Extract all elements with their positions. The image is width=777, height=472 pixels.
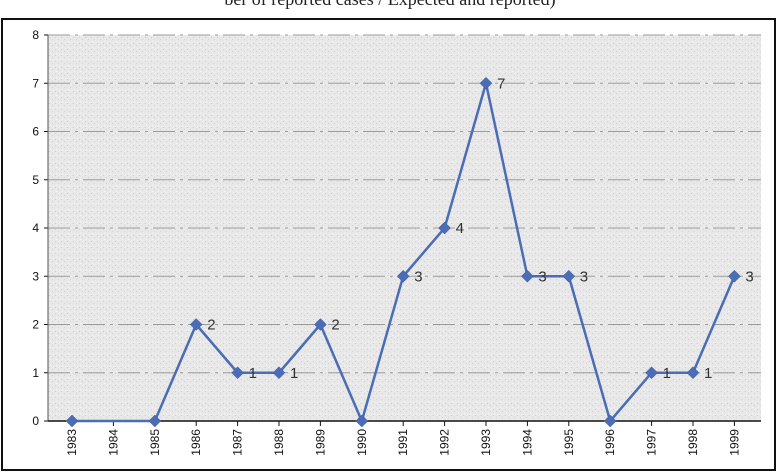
gridlines [48,34,761,374]
data-label: 3 [414,268,422,285]
data-label: 4 [456,220,464,237]
x-tick-label: 1993 [479,429,493,456]
data-label: 3 [745,268,753,285]
x-tick-label: 1995 [562,429,576,456]
data-point-marker [314,318,327,331]
x-tick-label: 1999 [727,429,741,456]
data-point-marker [645,366,658,380]
y-tick-label: 5 [32,173,39,187]
data-point-marker [189,318,203,331]
data-point-marker [65,414,79,428]
y-tick-label: 7 [32,76,39,90]
x-tick-label: 1991 [396,429,410,456]
x-tick-label: 1983 [65,429,79,456]
data-label: 1 [290,365,298,382]
data-label: 1 [704,365,712,382]
data-label: 7 [497,75,505,92]
data-point-marker [231,366,244,380]
chart-caption: ber of reported cases / Expected and rep… [120,0,660,10]
data-point-marker [272,366,286,380]
data-point-marker [603,414,617,428]
y-tick-label: 8 [32,28,39,42]
series-line [72,82,736,423]
x-tick-label: 1997 [645,429,659,456]
x-tick-label: 1990 [355,429,369,456]
x-tick-label: 1988 [272,429,286,456]
data-label: 3 [538,268,546,285]
data-point-marker [521,269,534,283]
x-tick-label: 1989 [313,429,327,456]
data-point-marker [686,366,700,380]
x-tick-label: 1994 [520,429,534,456]
data-point-marker [438,221,451,235]
y-tick-label: 2 [32,318,39,332]
x-tick-label: 1996 [603,429,617,456]
y-tick-label: 6 [32,125,39,139]
series [65,76,741,428]
data-point-marker [148,414,162,428]
y-tick-label: 1 [32,366,39,380]
data-point-marker [396,269,410,283]
data-point-marker [728,269,741,283]
data-label: 2 [207,317,215,334]
x-tick-label: 1987 [231,429,245,456]
data-label: 1 [249,365,257,382]
x-tick-label: 1998 [686,429,700,456]
y-tick-label: 0 [32,414,39,428]
y-tick-label: 3 [32,269,39,283]
x-tick-label: 1992 [438,429,452,456]
x-tick-label: 1986 [189,429,203,456]
x-tick-label: 1985 [148,429,162,456]
x-tick-label: 1984 [106,429,120,456]
labels: 0 1 2 3 4 5 6 7 8 1983 1984 1985 1986 1987 1988 1989 199… [32,28,753,456]
data-point-marker [479,76,493,90]
data-label: 2 [331,317,339,334]
data-point-marker [562,269,576,283]
data-label: 3 [580,268,588,285]
data-label: 1 [663,365,671,382]
y-tick-label: 4 [32,221,39,235]
data-point-marker [355,414,369,428]
